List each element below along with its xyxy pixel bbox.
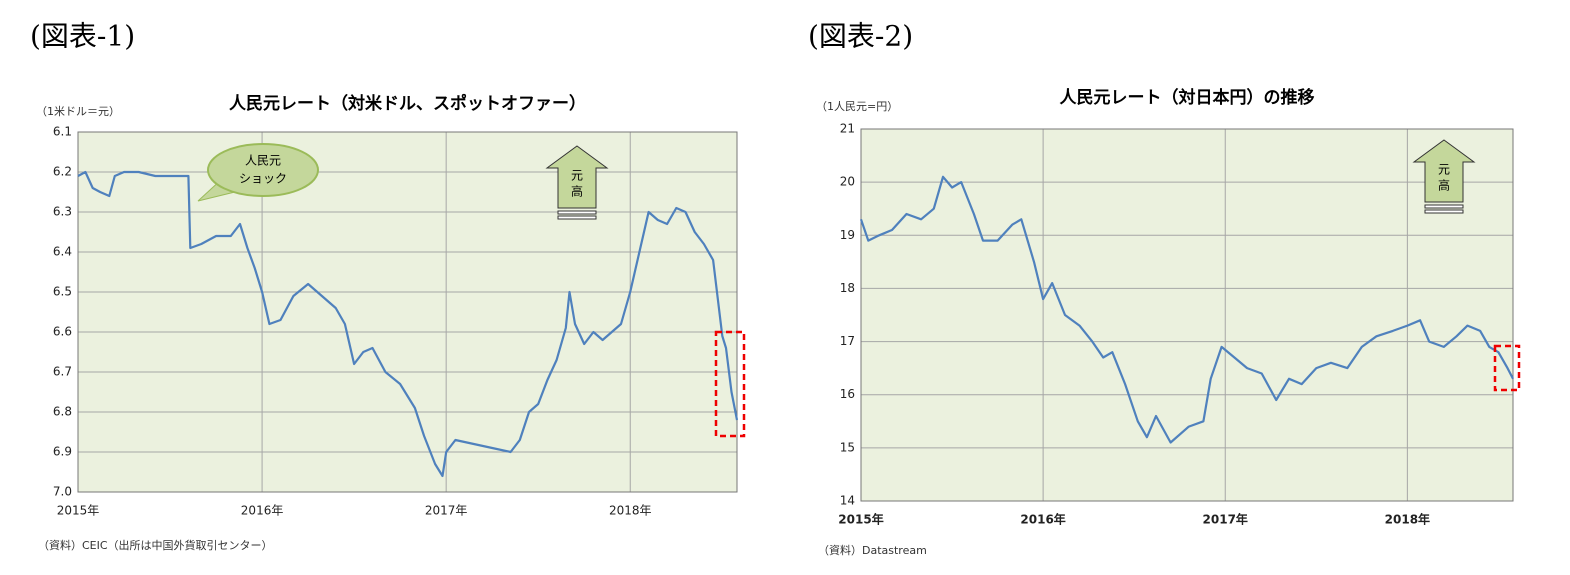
callout-text: 人民元 (245, 154, 281, 168)
x-tick-label: 2017年 (425, 504, 468, 518)
arrow-base (557, 215, 597, 220)
source-note: （資料）Datastream (818, 543, 927, 557)
x-tick-label: 2016年 (241, 504, 284, 518)
source-note: （資料）CEIC（出所は中国外貨取引センター） (38, 538, 273, 552)
chart-title: 人民元レート（対日本円）の推移 (1060, 87, 1315, 108)
unit-label: （1人民元=円） (816, 100, 898, 113)
plot-area (860, 128, 1514, 502)
y-tick-label: 15 (840, 440, 855, 454)
y-tick-label: 6.8 (53, 405, 72, 419)
y-tick-label: 6.4 (53, 245, 72, 259)
y-tick-label: 16 (840, 387, 855, 401)
plot-border (860, 128, 1514, 502)
chart-title: 人民元レート（対米ドル、スポットオファー） (229, 93, 586, 114)
chart-panel: (図表-1) 人民元レート（対米ドル、スポットオファー） （1米ドル＝元） （資料）C… (30, 20, 746, 552)
y-tick-label: 6.6 (53, 325, 72, 339)
chart-panel: (図表-2) 人民元レート（対日本円）の推移 （1人民元=円） （資料）Datastr… (808, 20, 1521, 557)
figure-label: (図表-1) (30, 20, 135, 53)
plot-border (77, 131, 738, 493)
y-tick-label: 6.3 (53, 205, 72, 219)
data-line (77, 170, 739, 478)
y-tick-label: 14 (840, 494, 855, 508)
y-tick-label: 6.2 (53, 165, 72, 179)
y-tick-label: 7.0 (53, 485, 72, 499)
y-tick-label: 19 (840, 228, 855, 242)
callout-text: ショック (239, 172, 287, 186)
highlight-box (1493, 344, 1521, 392)
arrow-base (1424, 204, 1464, 209)
x-tick-label: 2018年 (1385, 512, 1430, 527)
y-tick-label: 18 (840, 281, 855, 295)
y-tick-label: 6.9 (53, 445, 72, 459)
arrow-base (557, 210, 597, 215)
x-tick-label: 2018年 (609, 504, 652, 518)
unit-label: （1米ドル＝元） (36, 105, 120, 118)
figure-label: (図表-2) (808, 20, 913, 53)
data-line (859, 175, 1514, 444)
callout-bubble (207, 143, 319, 197)
arrow-label: 元 (1438, 163, 1450, 177)
y-tick-label: 21 (840, 122, 855, 136)
arrow-base (1424, 209, 1464, 214)
highlight-box (714, 330, 746, 438)
arrow-icon (1412, 139, 1476, 203)
y-tick-label: 6.5 (53, 285, 72, 299)
arrow-label: 元 (571, 169, 583, 183)
y-tick-label: 20 (840, 175, 855, 189)
x-tick-label: 2017年 (1203, 512, 1248, 527)
arrow-icon (545, 145, 609, 209)
y-tick-label: 6.1 (53, 125, 72, 139)
arrow-label: 高 (1438, 178, 1450, 193)
y-tick-label: 17 (840, 334, 855, 348)
plot-area (77, 131, 738, 493)
x-tick-label: 2015年 (838, 512, 883, 527)
x-tick-label: 2016年 (1020, 512, 1065, 527)
x-tick-label: 2015年 (57, 504, 100, 518)
y-tick-label: 6.7 (53, 365, 72, 379)
arrow-label: 高 (571, 184, 583, 199)
